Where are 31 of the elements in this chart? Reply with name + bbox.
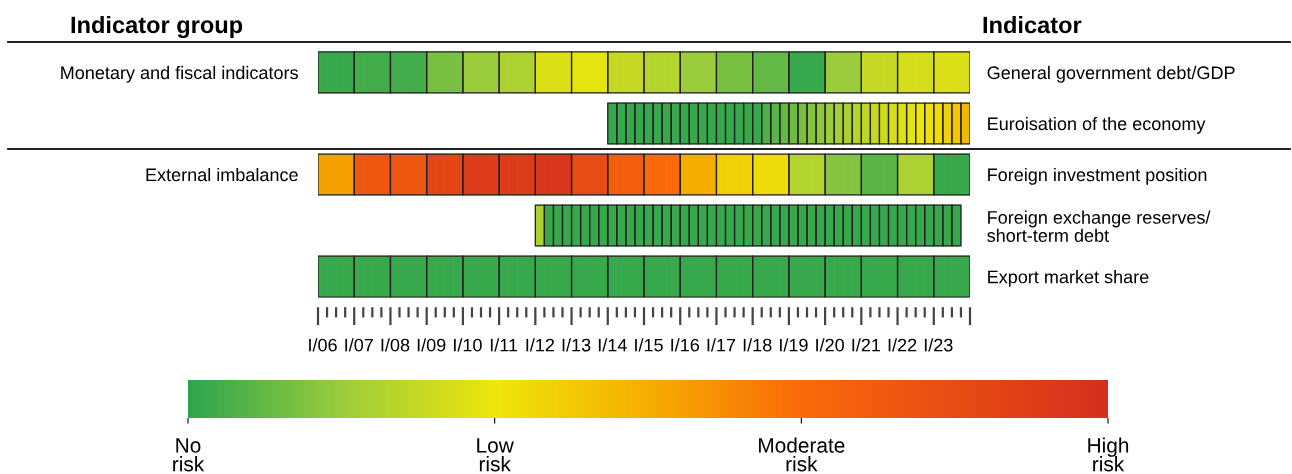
x-tick-label: I/06 <box>309 338 337 352</box>
y2-tick-label: Foreign investment position <box>988 167 1207 185</box>
y2-tick-label: Export market share <box>988 270 1149 287</box>
x-tick-label: I/23 <box>924 338 953 352</box>
text: Indicator group <box>71 15 243 39</box>
color-bar-label: Moderate risk <box>759 437 845 472</box>
x-tick-label: I/19 <box>780 338 808 352</box>
color-bar-label: High risk <box>1088 437 1129 472</box>
y2-tick-label: Foreign exchange reserves/ short-term debt <box>987 210 1211 242</box>
x-tick-label: I/14 <box>598 338 627 352</box>
x-tick-label: I/07 <box>345 338 373 352</box>
x-tick-label: I/17 <box>707 338 736 352</box>
x-tick-label: I/11 <box>490 338 518 352</box>
x-tick-label: I/15 <box>635 338 663 352</box>
x-tick-label: I/22 <box>888 338 917 352</box>
x-tick-label: I/08 <box>381 338 410 352</box>
x-tick-label: I/09 <box>417 338 446 352</box>
x-tick-label: I/16 <box>671 338 700 352</box>
y-tick-label: Monetary and fiscal indicators <box>61 65 298 83</box>
text: Indicator <box>983 16 1082 34</box>
x-tick-label: I/10 <box>454 338 482 352</box>
y2-tick-label: General government debt/GDP <box>987 65 1235 83</box>
color-bar-label: Low risk <box>477 438 514 472</box>
x-tick-label: I/18 <box>743 338 772 352</box>
x-tick-label: I/20 <box>816 338 844 352</box>
y-tick-label: External imbalance <box>146 167 298 182</box>
color-bar-label: No risk <box>173 438 205 472</box>
x-tick-label: I/13 <box>562 338 591 352</box>
x-tick-label: I/21 <box>852 338 881 352</box>
x-tick-label: I/12 <box>526 338 555 352</box>
y2-tick-label: Euroisation of the economy <box>988 116 1206 134</box>
